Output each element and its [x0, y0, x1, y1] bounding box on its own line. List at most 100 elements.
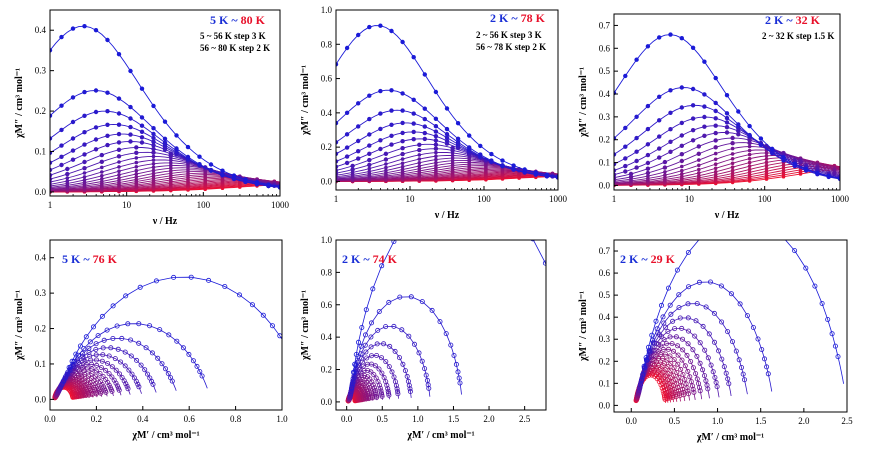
data-point	[779, 233, 783, 237]
x-tick-label: 1	[334, 194, 339, 204]
temperature-range: 5 K ~ 80 K	[210, 13, 266, 27]
data-point	[137, 284, 143, 290]
data-point	[143, 345, 149, 351]
data-point	[95, 333, 101, 339]
data-point	[122, 363, 128, 369]
data-point	[124, 383, 130, 389]
data-point	[407, 388, 413, 394]
data-point	[395, 391, 401, 397]
data-point	[114, 323, 120, 329]
data-point	[718, 283, 724, 289]
data-point	[650, 340, 656, 346]
data-point	[770, 151, 775, 156]
data-point	[690, 347, 696, 353]
data-point	[367, 24, 372, 30]
data-point	[724, 111, 730, 116]
data-point	[697, 173, 701, 178]
data-point	[533, 170, 538, 175]
data-point	[123, 293, 129, 299]
data-point	[422, 130, 427, 136]
data-point	[405, 378, 411, 384]
y-tick-label: 0.3	[35, 66, 47, 76]
data-point	[680, 164, 684, 169]
data-point	[634, 158, 639, 164]
data-point	[433, 129, 439, 134]
data-point	[153, 278, 159, 284]
data-point	[284, 343, 288, 347]
data-point	[665, 364, 671, 370]
data-point	[400, 151, 405, 157]
temperature-end: 76 K	[93, 252, 118, 266]
data-point	[764, 151, 769, 155]
data-point	[151, 150, 156, 155]
data-point	[358, 343, 364, 349]
data-point	[82, 152, 87, 157]
data-point	[82, 159, 87, 165]
data-point	[685, 391, 691, 397]
data-point	[668, 32, 673, 37]
data-point	[764, 163, 769, 168]
y-tick-label: 0.6	[321, 300, 333, 310]
data-point	[693, 318, 699, 324]
data-point	[70, 148, 76, 153]
data-point	[713, 166, 718, 171]
data-point	[100, 174, 104, 178]
data-point	[65, 179, 70, 183]
data-point	[730, 152, 735, 156]
data-point	[679, 152, 684, 157]
data-point	[197, 154, 202, 159]
data-point	[434, 150, 438, 155]
data-point	[86, 345, 92, 351]
temperature-end: 29 K	[651, 252, 676, 266]
data-point	[668, 88, 673, 93]
data-point	[748, 216, 752, 220]
data-point	[383, 151, 389, 156]
data-point	[249, 302, 255, 308]
axes-frame	[613, 239, 848, 413]
data-point	[356, 156, 361, 161]
data-point	[478, 143, 483, 149]
data-point	[114, 383, 120, 389]
data-point	[781, 166, 786, 170]
data-point	[684, 352, 690, 358]
data-point	[197, 162, 202, 167]
data-point	[136, 340, 142, 346]
data-point	[400, 167, 405, 172]
data-point	[747, 160, 752, 165]
data-point	[125, 386, 131, 392]
data-point	[174, 146, 179, 151]
data-point	[367, 157, 372, 163]
data-point	[362, 372, 368, 378]
temperature-start: 2 K	[342, 252, 361, 266]
data-point	[406, 333, 412, 339]
plot-area	[52, 274, 288, 401]
data-point	[59, 162, 64, 168]
data-point	[142, 367, 148, 373]
data-point	[668, 368, 674, 374]
data-point	[378, 88, 383, 94]
data-point	[825, 316, 831, 322]
data-point	[344, 160, 350, 166]
data-point	[736, 122, 741, 127]
data-point	[400, 361, 406, 367]
data-point	[364, 361, 370, 367]
data-point	[673, 394, 679, 400]
data-point	[815, 170, 820, 176]
data-point	[157, 327, 163, 333]
data-point	[353, 351, 359, 357]
x-tick-label: 1000	[271, 200, 290, 210]
data-point	[400, 161, 405, 166]
data-point	[711, 310, 717, 316]
data-point	[725, 376, 731, 382]
data-point	[736, 357, 742, 363]
data-point	[222, 283, 228, 289]
axes-frame	[49, 239, 283, 411]
data-point	[433, 146, 439, 151]
data-point	[100, 352, 106, 358]
data-point	[704, 382, 710, 388]
data-point	[713, 130, 718, 136]
data-point	[495, 196, 499, 200]
data-point	[747, 164, 752, 168]
data-point	[803, 265, 809, 271]
temperature-start: 2 K	[620, 252, 639, 266]
